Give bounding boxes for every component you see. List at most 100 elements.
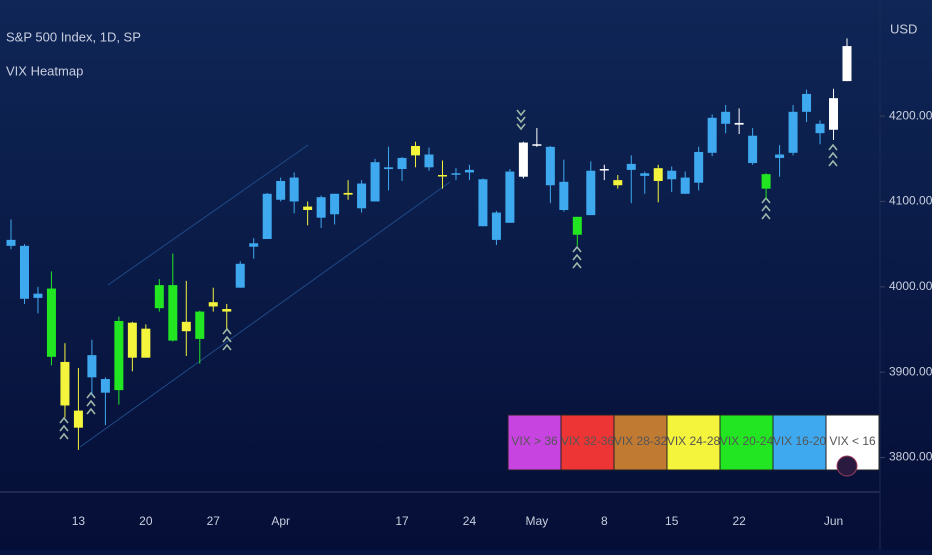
- candle-body: [141, 328, 151, 358]
- candle-body: [303, 206, 313, 210]
- candle-body: [330, 193, 340, 215]
- candle-body: [235, 263, 245, 288]
- candle-body: [370, 162, 380, 202]
- x-tick-label: 22: [732, 514, 746, 528]
- indicator-name: VIX Heatmap: [6, 63, 83, 78]
- legend-swatch: [560, 414, 615, 471]
- legend: VIX > 36 VIX 32-36 VIX 28-32 VIX 24-28 VIX 2…: [507, 414, 880, 471]
- candle-body: [276, 180, 286, 200]
- candle-body: [667, 170, 677, 180]
- legend-label: VIX 20-24: [720, 434, 774, 448]
- y-axis-label: USD: [890, 21, 917, 36]
- candle-body: [100, 379, 110, 393]
- candle-body: [168, 285, 178, 341]
- candle-body: [19, 245, 29, 299]
- candle-body: [761, 174, 771, 189]
- y-tick-label: 4000.00: [889, 279, 932, 293]
- candle-body: [626, 163, 636, 170]
- candle-body: [464, 169, 474, 173]
- candle-body: [653, 168, 663, 181]
- candle-body: [694, 151, 704, 183]
- candle-body: [829, 98, 839, 130]
- candle-body: [532, 144, 542, 146]
- channel: [79, 144, 451, 448]
- candle-body: [33, 293, 43, 298]
- candle-body: [208, 302, 218, 307]
- candle-body: [154, 285, 164, 309]
- candle-body: [357, 183, 367, 209]
- legend-label: VIX < 16: [829, 434, 876, 448]
- candle-body: [73, 410, 83, 428]
- x-tick-label: Apr: [271, 514, 290, 528]
- candle-body: [842, 46, 852, 82]
- chart-title: S&P 500 Index, 1D, SP: [6, 29, 141, 44]
- candle-body: [249, 243, 259, 247]
- candle-body: [613, 180, 623, 186]
- candle-body: [640, 173, 650, 176]
- candle-body: [289, 177, 299, 202]
- candle-body: [222, 309, 232, 312]
- candle-body: [181, 321, 191, 332]
- candle-body: [586, 170, 596, 216]
- candle-body: [195, 311, 205, 339]
- candle-body: [411, 145, 421, 156]
- candle-body: [437, 175, 447, 177]
- x-tick-label: 27: [207, 514, 221, 528]
- y-tick-label: 4100.00: [889, 194, 932, 208]
- candle-body: [343, 192, 353, 195]
- candle-body: [518, 142, 528, 177]
- candle-body: [46, 288, 56, 357]
- y-tick-label: 4200.00: [889, 108, 932, 122]
- x-tick-label: 8: [601, 514, 608, 528]
- candle-body: [775, 154, 785, 158]
- candle-body: [680, 177, 690, 194]
- candle-body: [478, 179, 488, 227]
- candle-body: [815, 123, 825, 134]
- candle-body: [114, 320, 124, 391]
- x-tick-label: 13: [72, 514, 86, 528]
- candle-body: [6, 239, 16, 246]
- candle-body: [572, 216, 582, 235]
- x-tick-label: May: [526, 514, 549, 528]
- legend-swatch: [666, 414, 721, 471]
- candle-body: [599, 169, 609, 171]
- candle-body: [424, 154, 434, 168]
- legend-swatch: [772, 414, 827, 471]
- legend-label: VIX 32-36: [561, 434, 615, 448]
- candle-body: [748, 135, 758, 164]
- candle-body: [559, 181, 569, 210]
- x-tick-label: Jun: [824, 514, 843, 528]
- candle-body: [451, 173, 461, 175]
- legend-swatch: [719, 414, 774, 471]
- x-tick-label: 20: [139, 514, 153, 528]
- legend-label: VIX 24-28: [667, 434, 721, 448]
- candle-body: [127, 322, 137, 358]
- x-tick-label: 24: [463, 514, 477, 528]
- candle-body: [734, 122, 744, 125]
- y-tick-label: 3800.00: [889, 450, 932, 464]
- candle-body: [505, 171, 515, 223]
- candle-body: [491, 212, 501, 240]
- candle-body: [721, 111, 731, 124]
- legend-swatch: [613, 414, 668, 471]
- legend-label: VIX > 36: [511, 434, 558, 448]
- logo: [836, 455, 858, 477]
- candle-body: [60, 361, 70, 406]
- x-tick-label: 15: [665, 514, 679, 528]
- legend-swatch: [507, 414, 562, 471]
- candle-body: [397, 157, 407, 170]
- x-tick-label: 17: [395, 514, 409, 528]
- candle-body: [788, 111, 798, 153]
- candle-body: [545, 146, 555, 186]
- candle-body: [707, 117, 717, 153]
- legend-label: VIX 16-20: [773, 434, 827, 448]
- candle-body: [262, 193, 272, 240]
- candle-body: [802, 93, 812, 112]
- signal-markers: [59, 109, 838, 440]
- candle-body: [316, 197, 326, 218]
- candle-body: [384, 167, 394, 170]
- candle-body: [87, 355, 97, 378]
- legend-label: VIX 28-32: [614, 434, 668, 448]
- y-tick-label: 3900.00: [889, 364, 932, 378]
